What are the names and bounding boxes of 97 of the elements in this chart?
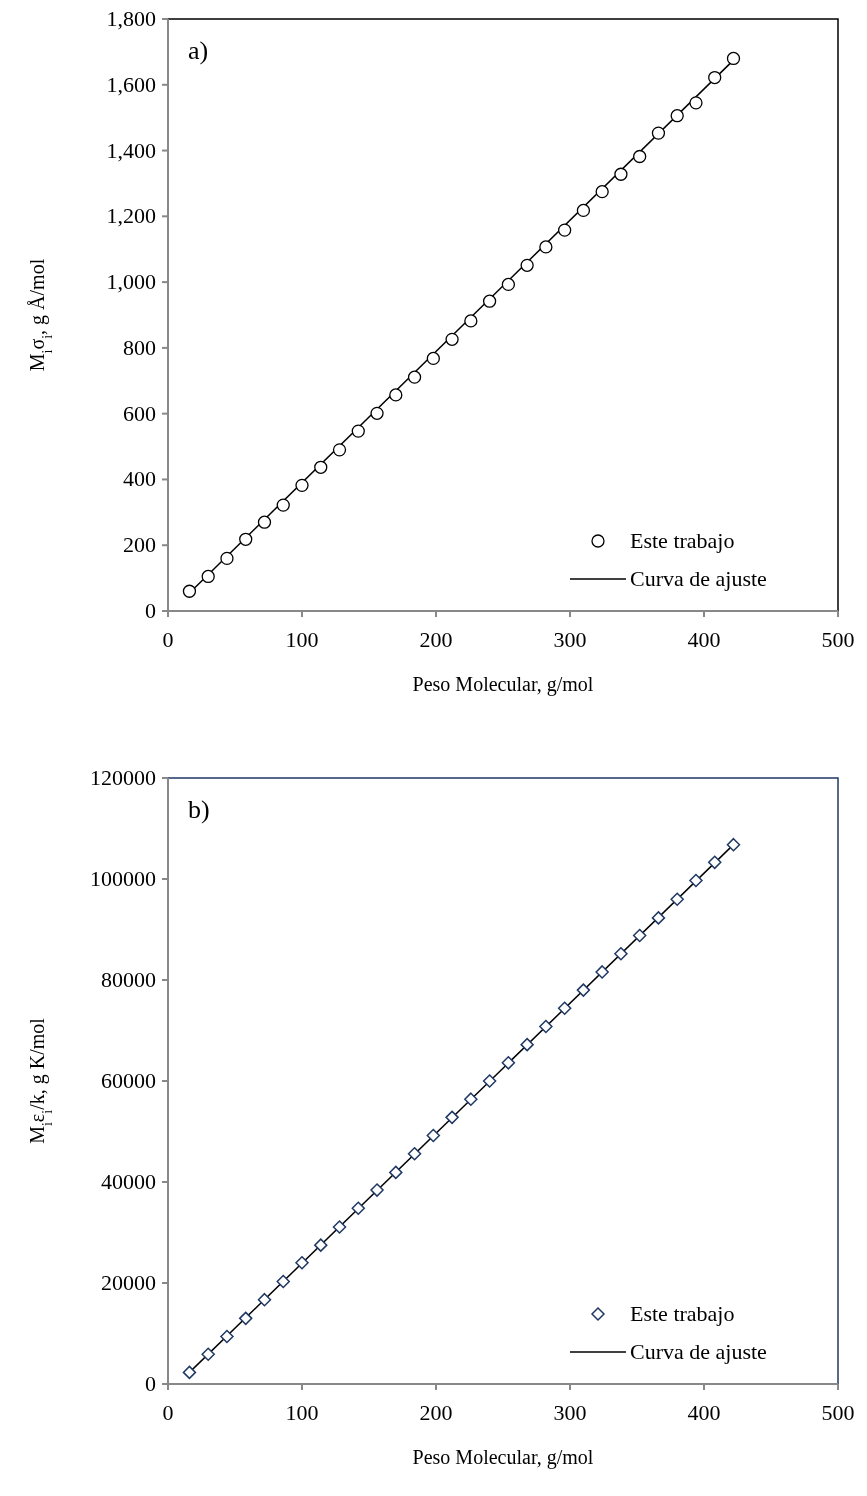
point (238, 1311, 253, 1326)
point (314, 1238, 328, 1252)
y-tick-label: 1,200 (106, 203, 156, 229)
point (520, 258, 534, 272)
point (670, 109, 684, 123)
point (614, 946, 628, 961)
point (314, 460, 328, 474)
point (670, 892, 684, 906)
y-tick-label: 1,000 (106, 269, 156, 295)
x-tick-label: 0 (162, 1400, 174, 1425)
point (595, 185, 609, 199)
x-tick-label: 300 (553, 1400, 587, 1425)
point (239, 532, 253, 546)
point (407, 1146, 422, 1161)
y-tick-label: 80000 (101, 967, 156, 992)
legend-label: Curva de ajuste (630, 1339, 767, 1364)
annotation: a) (188, 36, 209, 65)
point (426, 351, 440, 366)
y-tick-label: 120000 (90, 765, 156, 790)
point (707, 855, 722, 870)
y-tick-label: 1,800 (106, 6, 156, 31)
point (651, 126, 666, 140)
point (257, 1292, 272, 1307)
y-tick-label: 0 (145, 1371, 156, 1396)
y-tick-label: 0 (145, 598, 156, 623)
point (651, 911, 666, 925)
legend-label: Este trabajo (630, 528, 735, 553)
x-tick-label: 100 (285, 627, 319, 652)
point (557, 223, 572, 237)
x-tick-label: 200 (419, 627, 453, 652)
point (370, 406, 384, 420)
point (576, 983, 591, 997)
y-tick-label: 40000 (101, 1169, 156, 1194)
x-tick-label: 400 (687, 627, 721, 652)
annotation: b) (188, 795, 210, 824)
point (426, 1128, 441, 1143)
point (295, 478, 309, 493)
point (689, 96, 703, 110)
point (689, 873, 703, 888)
point (295, 1256, 309, 1270)
point (332, 1220, 347, 1234)
x-tick-label: 0 (162, 627, 174, 652)
point (557, 1001, 572, 1016)
point (201, 569, 215, 584)
point (389, 388, 403, 402)
point (539, 1019, 553, 1034)
point (614, 167, 628, 181)
y-tick-label: 800 (123, 334, 156, 360)
point (276, 1274, 290, 1289)
point (576, 203, 591, 218)
point (726, 51, 741, 66)
point (220, 1329, 234, 1344)
x-tick-label: 500 (821, 627, 855, 652)
point (182, 584, 197, 598)
point (351, 424, 365, 438)
point (539, 240, 553, 254)
point (464, 1092, 478, 1106)
point (445, 332, 459, 346)
y-tick-label: 60000 (101, 1068, 156, 1093)
x-tick-label: 300 (553, 627, 587, 652)
point (595, 965, 609, 979)
point (182, 1365, 197, 1380)
y-tick-label: 1,600 (106, 71, 156, 97)
point (520, 1037, 534, 1052)
point (501, 1056, 516, 1070)
x-tick-label: 400 (687, 1400, 721, 1425)
point (201, 1347, 215, 1361)
point (220, 551, 234, 566)
y-tick-label: 600 (123, 400, 156, 426)
point (257, 515, 272, 529)
y-tick-label: 1,400 (106, 137, 156, 163)
point (276, 498, 290, 512)
point (332, 443, 347, 457)
y-tick-label: 100000 (90, 866, 156, 891)
y-tick-label: 400 (123, 466, 156, 492)
point (482, 294, 497, 308)
x-axis-title: Peso Molecular, g/mol (412, 673, 594, 696)
x-tick-label: 200 (419, 1400, 453, 1425)
point (407, 370, 422, 384)
x-tick-label: 100 (285, 1400, 319, 1425)
point (632, 928, 647, 943)
point (370, 1183, 384, 1197)
legend-label: Curva de ajuste (630, 566, 767, 591)
legend-label: Este trabajo (630, 1301, 735, 1326)
x-tick-label: 500 (821, 1400, 855, 1425)
point (501, 277, 516, 292)
point (389, 1165, 403, 1180)
point (633, 149, 647, 164)
y-tick-label: 200 (123, 532, 156, 558)
x-axis-title: Peso Molecular, g/mol (412, 1446, 594, 1469)
point (464, 314, 478, 328)
point (482, 1074, 497, 1088)
point (351, 1201, 366, 1216)
point (708, 70, 722, 85)
y-tick-label: 20000 (101, 1270, 156, 1295)
point (445, 1110, 459, 1125)
point (726, 837, 741, 852)
